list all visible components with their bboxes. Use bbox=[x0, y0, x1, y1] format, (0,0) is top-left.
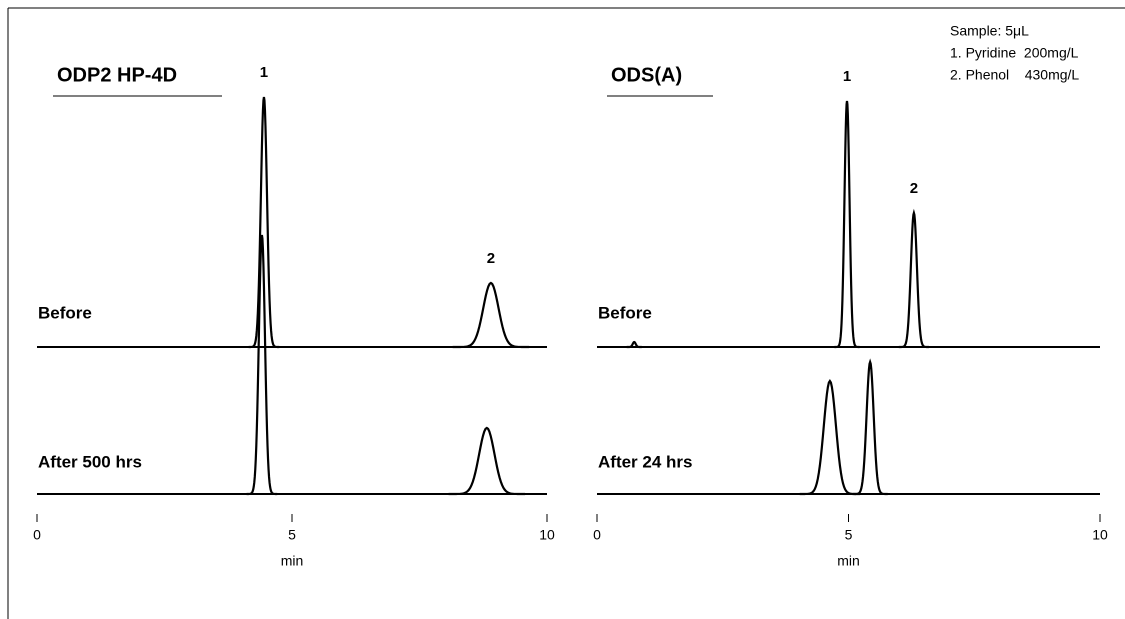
x-tick-label: 0 bbox=[593, 527, 601, 543]
x-tick-label: 0 bbox=[33, 527, 41, 543]
chart-title: ODS(A) bbox=[611, 64, 682, 86]
peak bbox=[452, 281, 530, 349]
x-axis-label: min bbox=[837, 553, 860, 569]
x-tick-label: 5 bbox=[288, 527, 296, 543]
x-tick-label: 5 bbox=[845, 527, 853, 543]
peak bbox=[248, 96, 280, 349]
peak bbox=[852, 358, 888, 496]
peak bbox=[626, 340, 642, 349]
sample-info: Sample: 5μL bbox=[950, 23, 1029, 39]
chart-title: ODP2 HP-4D bbox=[57, 64, 177, 86]
sample-info: 1. Pyridine 200mg/L bbox=[950, 45, 1079, 61]
peak-label: 2 bbox=[910, 180, 918, 197]
peak bbox=[799, 378, 861, 496]
peak bbox=[448, 426, 526, 496]
peak bbox=[834, 100, 860, 349]
x-tick-label: 10 bbox=[539, 527, 555, 543]
x-axis-label: min bbox=[281, 553, 304, 569]
trace-name: Before bbox=[598, 303, 652, 322]
peak-label: 1 bbox=[260, 64, 268, 81]
trace-name: Before bbox=[38, 303, 92, 322]
peak-label: 1 bbox=[843, 68, 851, 85]
peak-label: 2 bbox=[487, 250, 495, 267]
trace-name: After 500 hrs bbox=[38, 452, 142, 471]
trace-name: After 24 hrs bbox=[598, 452, 692, 471]
peak bbox=[898, 208, 929, 349]
x-tick-label: 10 bbox=[1092, 527, 1108, 543]
sample-info: 2. Phenol 430mg/L bbox=[950, 67, 1079, 83]
peak bbox=[246, 234, 278, 496]
